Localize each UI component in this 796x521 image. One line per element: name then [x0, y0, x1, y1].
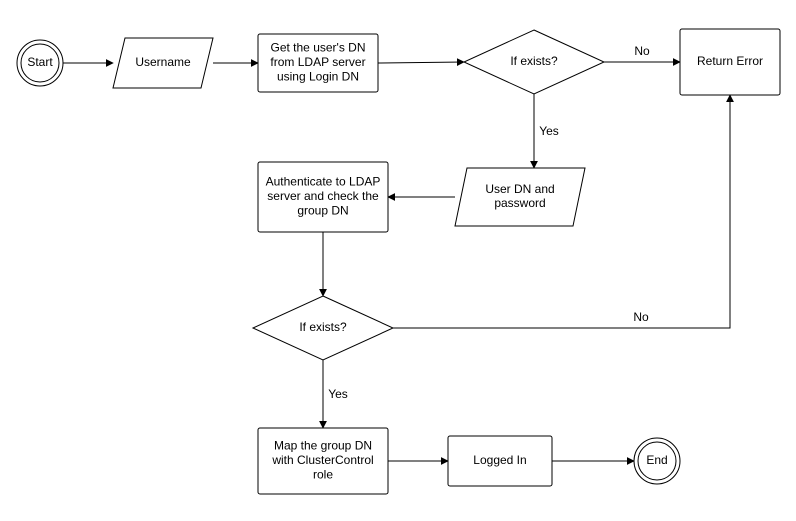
- edge-label: Yes: [328, 387, 348, 401]
- node-username: Username: [113, 38, 213, 88]
- edge-exists1-ret_err: No: [604, 44, 680, 62]
- node-label: If exists?: [299, 320, 347, 334]
- node-user_dn: User DN andpassword: [455, 168, 585, 226]
- edge-get_dn-exists1: [378, 62, 464, 63]
- node-label: Logged In: [473, 453, 526, 467]
- node-exists2: If exists?: [253, 296, 393, 360]
- node-exists1: If exists?: [464, 30, 604, 94]
- node-label: Return Error: [697, 54, 763, 68]
- node-label: Start: [27, 55, 53, 69]
- node-label: Username: [135, 55, 191, 69]
- edge-exists2-map: Yes: [323, 360, 348, 428]
- edge-label: No: [634, 44, 650, 58]
- node-start: Start: [17, 40, 63, 86]
- node-get_dn: Get the user's DNfrom LDAP serverusing L…: [258, 34, 378, 92]
- node-label: Get the user's DNfrom LDAP serverusing L…: [270, 41, 365, 84]
- edge-label: Yes: [539, 124, 559, 138]
- node-label: End: [646, 453, 667, 467]
- node-label: If exists?: [510, 54, 558, 68]
- edge-exists1-user_dn: Yes: [534, 94, 559, 168]
- node-auth: Authenticate to LDAPserver and check the…: [258, 162, 388, 232]
- node-label: User DN andpassword: [485, 182, 554, 210]
- node-map: Map the group DNwith ClusterControlrole: [258, 428, 388, 494]
- node-logged_in: Logged In: [448, 436, 552, 486]
- node-ret_err: Return Error: [680, 29, 780, 95]
- edge-label: No: [633, 310, 649, 324]
- node-end: End: [634, 438, 680, 484]
